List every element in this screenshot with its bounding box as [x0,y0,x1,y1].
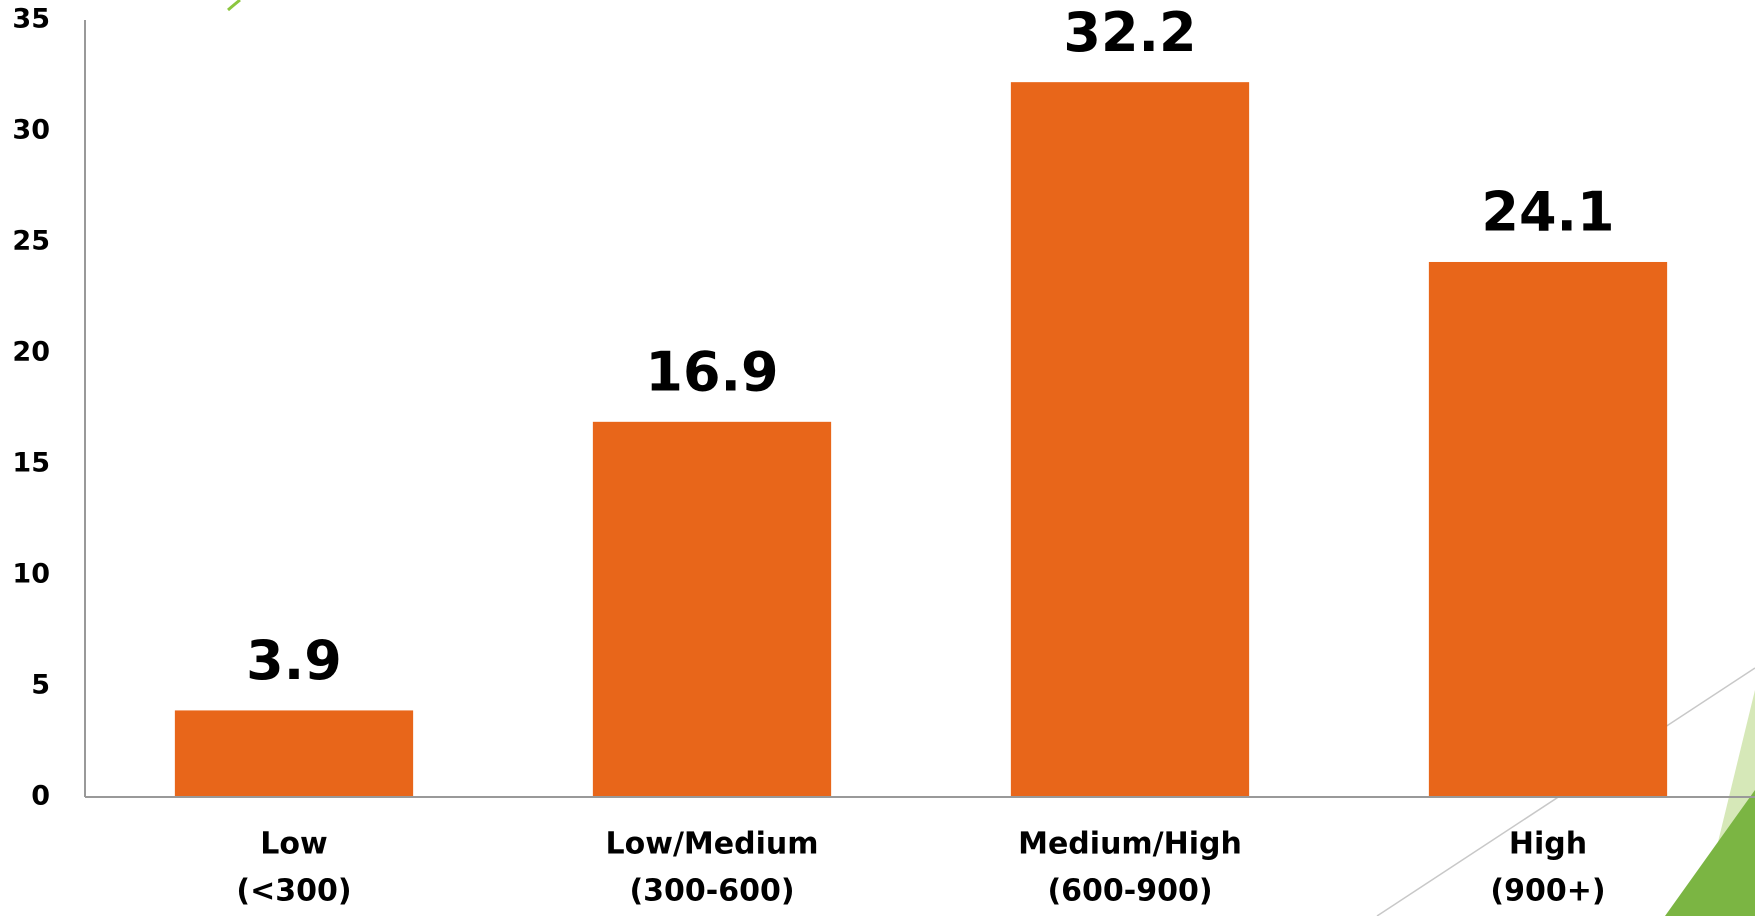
x-tick-label: (600-900) [1047,874,1212,909]
x-tick-label: (<300) [236,874,351,909]
x-tick-label: (900+) [1490,874,1605,909]
y-tick-label: 25 [12,226,50,257]
bar [1428,261,1668,798]
y-tick-label: 20 [12,337,50,368]
y-tick-label: 35 [12,4,50,35]
value-label: 32.2 [1063,1,1196,64]
bar [1010,82,1250,797]
x-tick-label: Medium/High [1018,827,1242,862]
bar [592,421,832,797]
value-label: 16.9 [645,340,778,403]
x-tick-label: Low [260,827,327,862]
value-label: 24.1 [1481,181,1614,244]
bar [174,710,414,797]
y-tick-label: 15 [12,448,50,479]
x-tick-label: Low/Medium [606,827,819,862]
y-tick-label: 10 [12,559,50,590]
decor-triangle [1665,790,1755,916]
value-label: 3.9 [246,629,342,692]
x-tick-label: High [1509,827,1587,862]
y-tick-label: 30 [12,115,50,146]
decor-curve [227,0,241,12]
y-tick-label: 5 [31,670,50,701]
x-tick-label: (300-600) [629,874,794,909]
y-tick-label: 0 [31,781,50,812]
